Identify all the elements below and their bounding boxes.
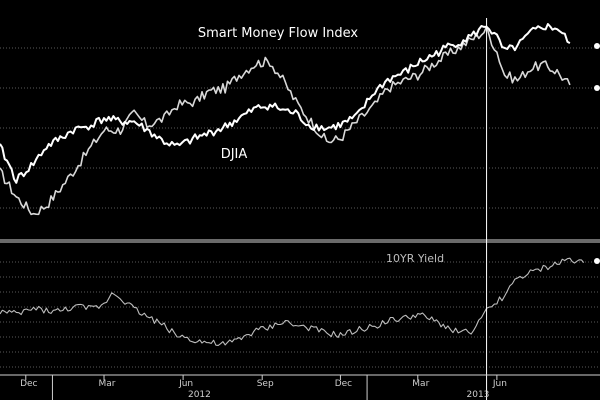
year-label: 2012 (188, 390, 211, 400)
x-tick-label: Mar (412, 379, 429, 389)
x-tick-label: Sep (257, 379, 274, 389)
x-tick-label: Jun (178, 379, 193, 389)
x-tick-label: Dec (335, 379, 352, 389)
year-label: 2013 (467, 390, 490, 400)
x-tick-label: Mar (99, 379, 116, 389)
last-value-marker-yield (594, 258, 600, 264)
x-tick-label: Dec (20, 379, 37, 389)
yield-label: 10YR Yield (386, 252, 444, 265)
x-tick-label: Jun (492, 379, 507, 389)
panel-separator (0, 239, 600, 243)
djia-line (0, 23, 571, 184)
last-value-marker-djia (594, 43, 600, 49)
djia-label: DJIA (221, 147, 248, 162)
smart-money-label: Smart Money Flow Index (198, 26, 359, 41)
ten-year-yield-line (0, 257, 585, 346)
last-value-marker-smi (594, 85, 600, 91)
smart-money-flow-line (0, 25, 571, 216)
